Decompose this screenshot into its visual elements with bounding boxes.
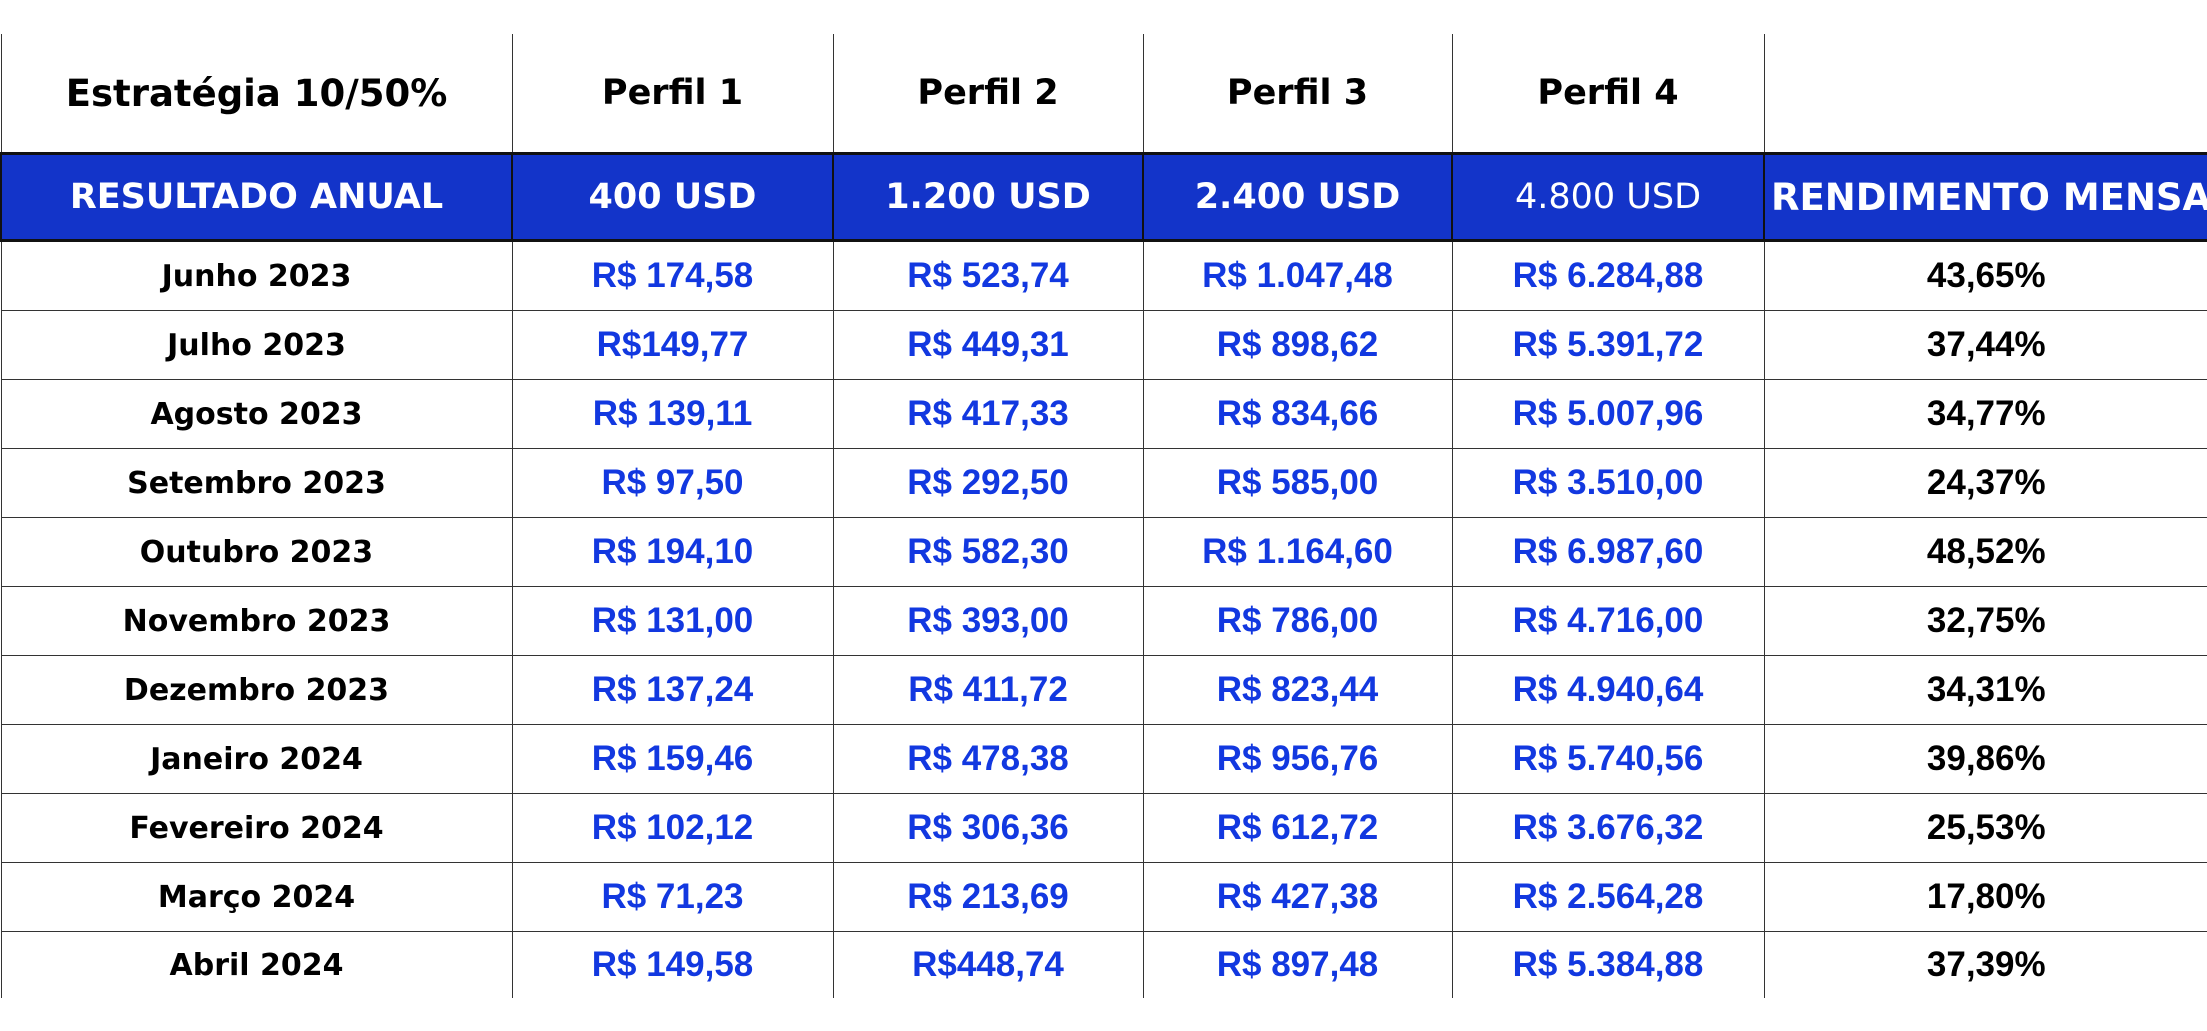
profile-4-value-cell: R$ 3.510,00 (1451, 448, 1765, 518)
profile-3-value-cell: R$ 897,48 (1142, 931, 1453, 998)
profile-2-value-cell: R$ 417,33 (832, 379, 1144, 449)
profile-3-value-cell: R$ 786,00 (1142, 586, 1453, 656)
table-row: Junho 2023 R$ 174,58 R$ 523,74 R$ 1.047,48 R… (0, 240, 2207, 311)
profile-2-value-cell: R$448,74 (832, 931, 1144, 998)
profile-1-value-cell: R$ 71,23 (511, 862, 834, 932)
results-table: Estratégia 10/50% Perfil 1 Perfil 2 Perf… (0, 34, 2207, 998)
month-cell: Dezembro 2023 (0, 655, 513, 725)
profile-1-value-cell: R$ 149,58 (511, 931, 834, 998)
monthly-yield-cell: 25,53% (1763, 793, 2207, 863)
table-row: Abril 2024 R$ 149,58 R$448,74 R$ 897,48 R$ 5… (0, 931, 2207, 998)
profile-3-amount: 2.400 USD (1142, 152, 1453, 242)
profile-2-value-cell: R$ 449,31 (832, 310, 1144, 380)
profile-3-value-cell: R$ 898,62 (1142, 310, 1453, 380)
profile-2-value-cell: R$ 582,30 (832, 517, 1144, 587)
monthly-yield-cell: 24,37% (1763, 448, 2207, 518)
table-row: Janeiro 2024 R$ 159,46 R$ 478,38 R$ 956,76 R… (0, 724, 2207, 794)
monthly-yield-cell: 37,39% (1763, 931, 2207, 998)
monthly-yield-cell: 17,80% (1763, 862, 2207, 932)
profile-3-value-cell: R$ 1.047,48 (1142, 240, 1453, 311)
profile-1-value-cell: R$ 174,58 (511, 240, 834, 311)
month-cell: Novembro 2023 (0, 586, 513, 656)
month-cell: Fevereiro 2024 (0, 793, 513, 863)
month-cell: Março 2024 (0, 862, 513, 932)
profile-1-value-cell: R$ 159,46 (511, 724, 834, 794)
profile-1-amount: 400 USD (511, 152, 834, 242)
monthly-rows: Junho 2023 R$ 174,58 R$ 523,74 R$ 1.047,48 R… (0, 240, 2207, 998)
monthly-yield-cell: 34,77% (1763, 379, 2207, 449)
profiles-header-row: Estratégia 10/50% Perfil 1 Perfil 2 Perf… (0, 34, 2207, 155)
table-row: Março 2024 R$ 71,23 R$ 213,69 R$ 427,38 R$ 2… (0, 862, 2207, 932)
table-row: Agosto 2023 R$ 139,11 R$ 417,33 R$ 834,66 R$… (0, 379, 2207, 449)
profile-1-value-cell: R$ 139,11 (511, 379, 834, 449)
profile-2-header: Perfil 2 (832, 34, 1144, 155)
profile-2-value-cell: R$ 393,00 (832, 586, 1144, 656)
profile-4-amount: 4.800 USD (1451, 152, 1765, 242)
monthly-yield-cell: 32,75% (1763, 586, 2207, 656)
monthly-yield-cell: 48,52% (1763, 517, 2207, 587)
table-row: Dezembro 2023 R$ 137,24 R$ 411,72 R$ 823,44… (0, 655, 2207, 725)
monthly-yield-cell: 43,65% (1763, 240, 2207, 311)
summary-band-row: RESULTADO ANUAL 400 USD 1.200 USD 2.400 … (0, 152, 2207, 242)
table-row: Julho 2023 R$149,77 R$ 449,31 R$ 898,62 R$ 5… (0, 310, 2207, 380)
profile-2-value-cell: R$ 213,69 (832, 862, 1144, 932)
profile-4-value-cell: R$ 4.940,64 (1451, 655, 1765, 725)
table-row: Outubro 2023 R$ 194,10 R$ 582,30 R$ 1.164,6… (0, 517, 2207, 587)
profile-3-value-cell: R$ 956,76 (1142, 724, 1453, 794)
profile-4-value-cell: R$ 6.987,60 (1451, 517, 1765, 587)
profile-1-value-cell: R$ 97,50 (511, 448, 834, 518)
annual-result-label: RESULTADO ANUAL (0, 152, 513, 242)
profile-3-value-cell: R$ 427,38 (1142, 862, 1453, 932)
month-cell: Setembro 2023 (0, 448, 513, 518)
profile-3-value-cell: R$ 612,72 (1142, 793, 1453, 863)
profile-4-value-cell: R$ 5.740,56 (1451, 724, 1765, 794)
profile-2-value-cell: R$ 478,38 (832, 724, 1144, 794)
profile-1-value-cell: R$ 194,10 (511, 517, 834, 587)
profile-1-header: Perfil 1 (511, 34, 834, 155)
monthly-yield-cell: 37,44% (1763, 310, 2207, 380)
profile-3-value-cell: R$ 585,00 (1142, 448, 1453, 518)
profile-4-value-cell: R$ 3.676,32 (1451, 793, 1765, 863)
profile-3-value-cell: R$ 834,66 (1142, 379, 1453, 449)
month-cell: Agosto 2023 (0, 379, 513, 449)
month-cell: Janeiro 2024 (0, 724, 513, 794)
profile-4-header: Perfil 4 (1451, 34, 1765, 155)
profile-3-value-cell: R$ 823,44 (1142, 655, 1453, 725)
profile-3-value-cell: R$ 1.164,60 (1142, 517, 1453, 587)
blank-header-cell (1763, 34, 2207, 155)
profile-3-header: Perfil 3 (1142, 34, 1453, 155)
profile-2-value-cell: R$ 306,36 (832, 793, 1144, 863)
month-cell: Outubro 2023 (0, 517, 513, 587)
table-row: Fevereiro 2024 R$ 102,12 R$ 306,36 R$ 612,7… (0, 793, 2207, 863)
profile-1-value-cell: R$ 131,00 (511, 586, 834, 656)
monthly-yield-cell: 39,86% (1763, 724, 2207, 794)
table-row: Novembro 2023 R$ 131,00 R$ 393,00 R$ 786,00… (0, 586, 2207, 656)
profile-1-value-cell: R$ 137,24 (511, 655, 834, 725)
profile-4-value-cell: R$ 4.716,00 (1451, 586, 1765, 656)
strategy-title: Estratégia 10/50% (0, 34, 513, 155)
profile-2-amount: 1.200 USD (832, 152, 1144, 242)
profile-4-value-cell: R$ 5.391,72 (1451, 310, 1765, 380)
profile-2-value-cell: R$ 523,74 (832, 240, 1144, 311)
monthly-yield-header: RENDIMENTO MENSAL (1763, 152, 2207, 242)
profile-4-value-cell: R$ 5.384,88 (1451, 931, 1765, 998)
results-table-container: Estratégia 10/50% Perfil 1 Perfil 2 Perf… (0, 34, 2207, 998)
profile-1-value-cell: R$ 102,12 (511, 793, 834, 863)
profile-2-value-cell: R$ 411,72 (832, 655, 1144, 725)
monthly-yield-cell: 34,31% (1763, 655, 2207, 725)
profile-1-value-cell: R$149,77 (511, 310, 834, 380)
month-cell: Abril 2024 (0, 931, 513, 998)
month-cell: Julho 2023 (0, 310, 513, 380)
profile-4-value-cell: R$ 2.564,28 (1451, 862, 1765, 932)
month-cell: Junho 2023 (0, 240, 513, 311)
profile-4-value-cell: R$ 5.007,96 (1451, 379, 1765, 449)
profile-2-value-cell: R$ 292,50 (832, 448, 1144, 518)
table-row: Setembro 2023 R$ 97,50 R$ 292,50 R$ 585,00 R… (0, 448, 2207, 518)
profile-4-value-cell: R$ 6.284,88 (1451, 240, 1765, 311)
